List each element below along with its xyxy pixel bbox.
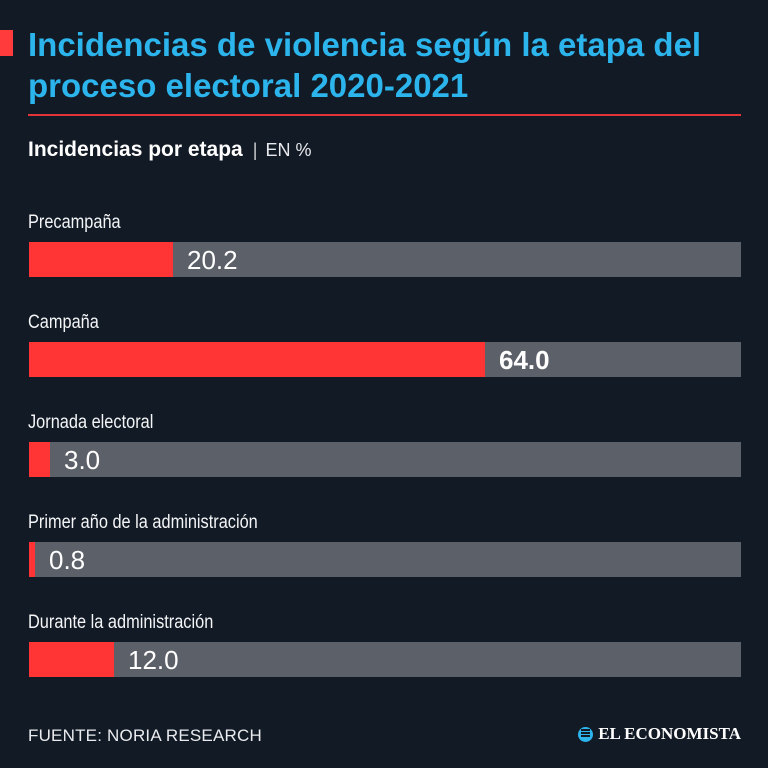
bar-track: 12.0 [29,642,741,677]
bar [29,242,173,277]
category-label: Primer año de la administración [28,512,258,533]
title-accent-mark [0,30,13,56]
subtitle-separator: | [252,140,258,160]
bar [29,342,485,377]
bar-track: 64.0 [29,342,741,377]
bar-track: 0.8 [29,542,741,577]
data-label: 0.8 [49,545,86,575]
data-label: 12.0 [128,645,179,675]
title-divider [28,114,741,116]
brand-name: EL ECONOMISTA [598,724,741,743]
category-label: Jornada electoral [28,412,154,433]
subtitle-text: Incidencias por etapa [28,138,243,161]
category-label: Durante la administración [28,612,214,633]
category-label: Precampaña [28,212,121,233]
data-label: 20.2 [187,245,238,275]
unit-label: EN % [265,140,312,160]
bar-track: 3.0 [29,442,741,477]
bar-track: 20.2 [29,242,741,277]
bar [29,442,50,477]
chart-title: Incidencias de violencia según la etapa … [28,26,702,104]
brand-logo: EL ECONOMISTA [578,724,741,744]
el-economista-logo-icon [578,726,594,742]
source-note: FUENTE: NORIA RESEARCH [28,726,262,745]
data-label: 3.0 [64,445,101,475]
chart-subtitle: Incidencias por etapa | EN % [28,136,311,164]
bar [29,642,114,677]
bar [29,542,35,577]
category-label: Campaña [28,312,99,333]
data-label: 64.0 [499,345,550,375]
